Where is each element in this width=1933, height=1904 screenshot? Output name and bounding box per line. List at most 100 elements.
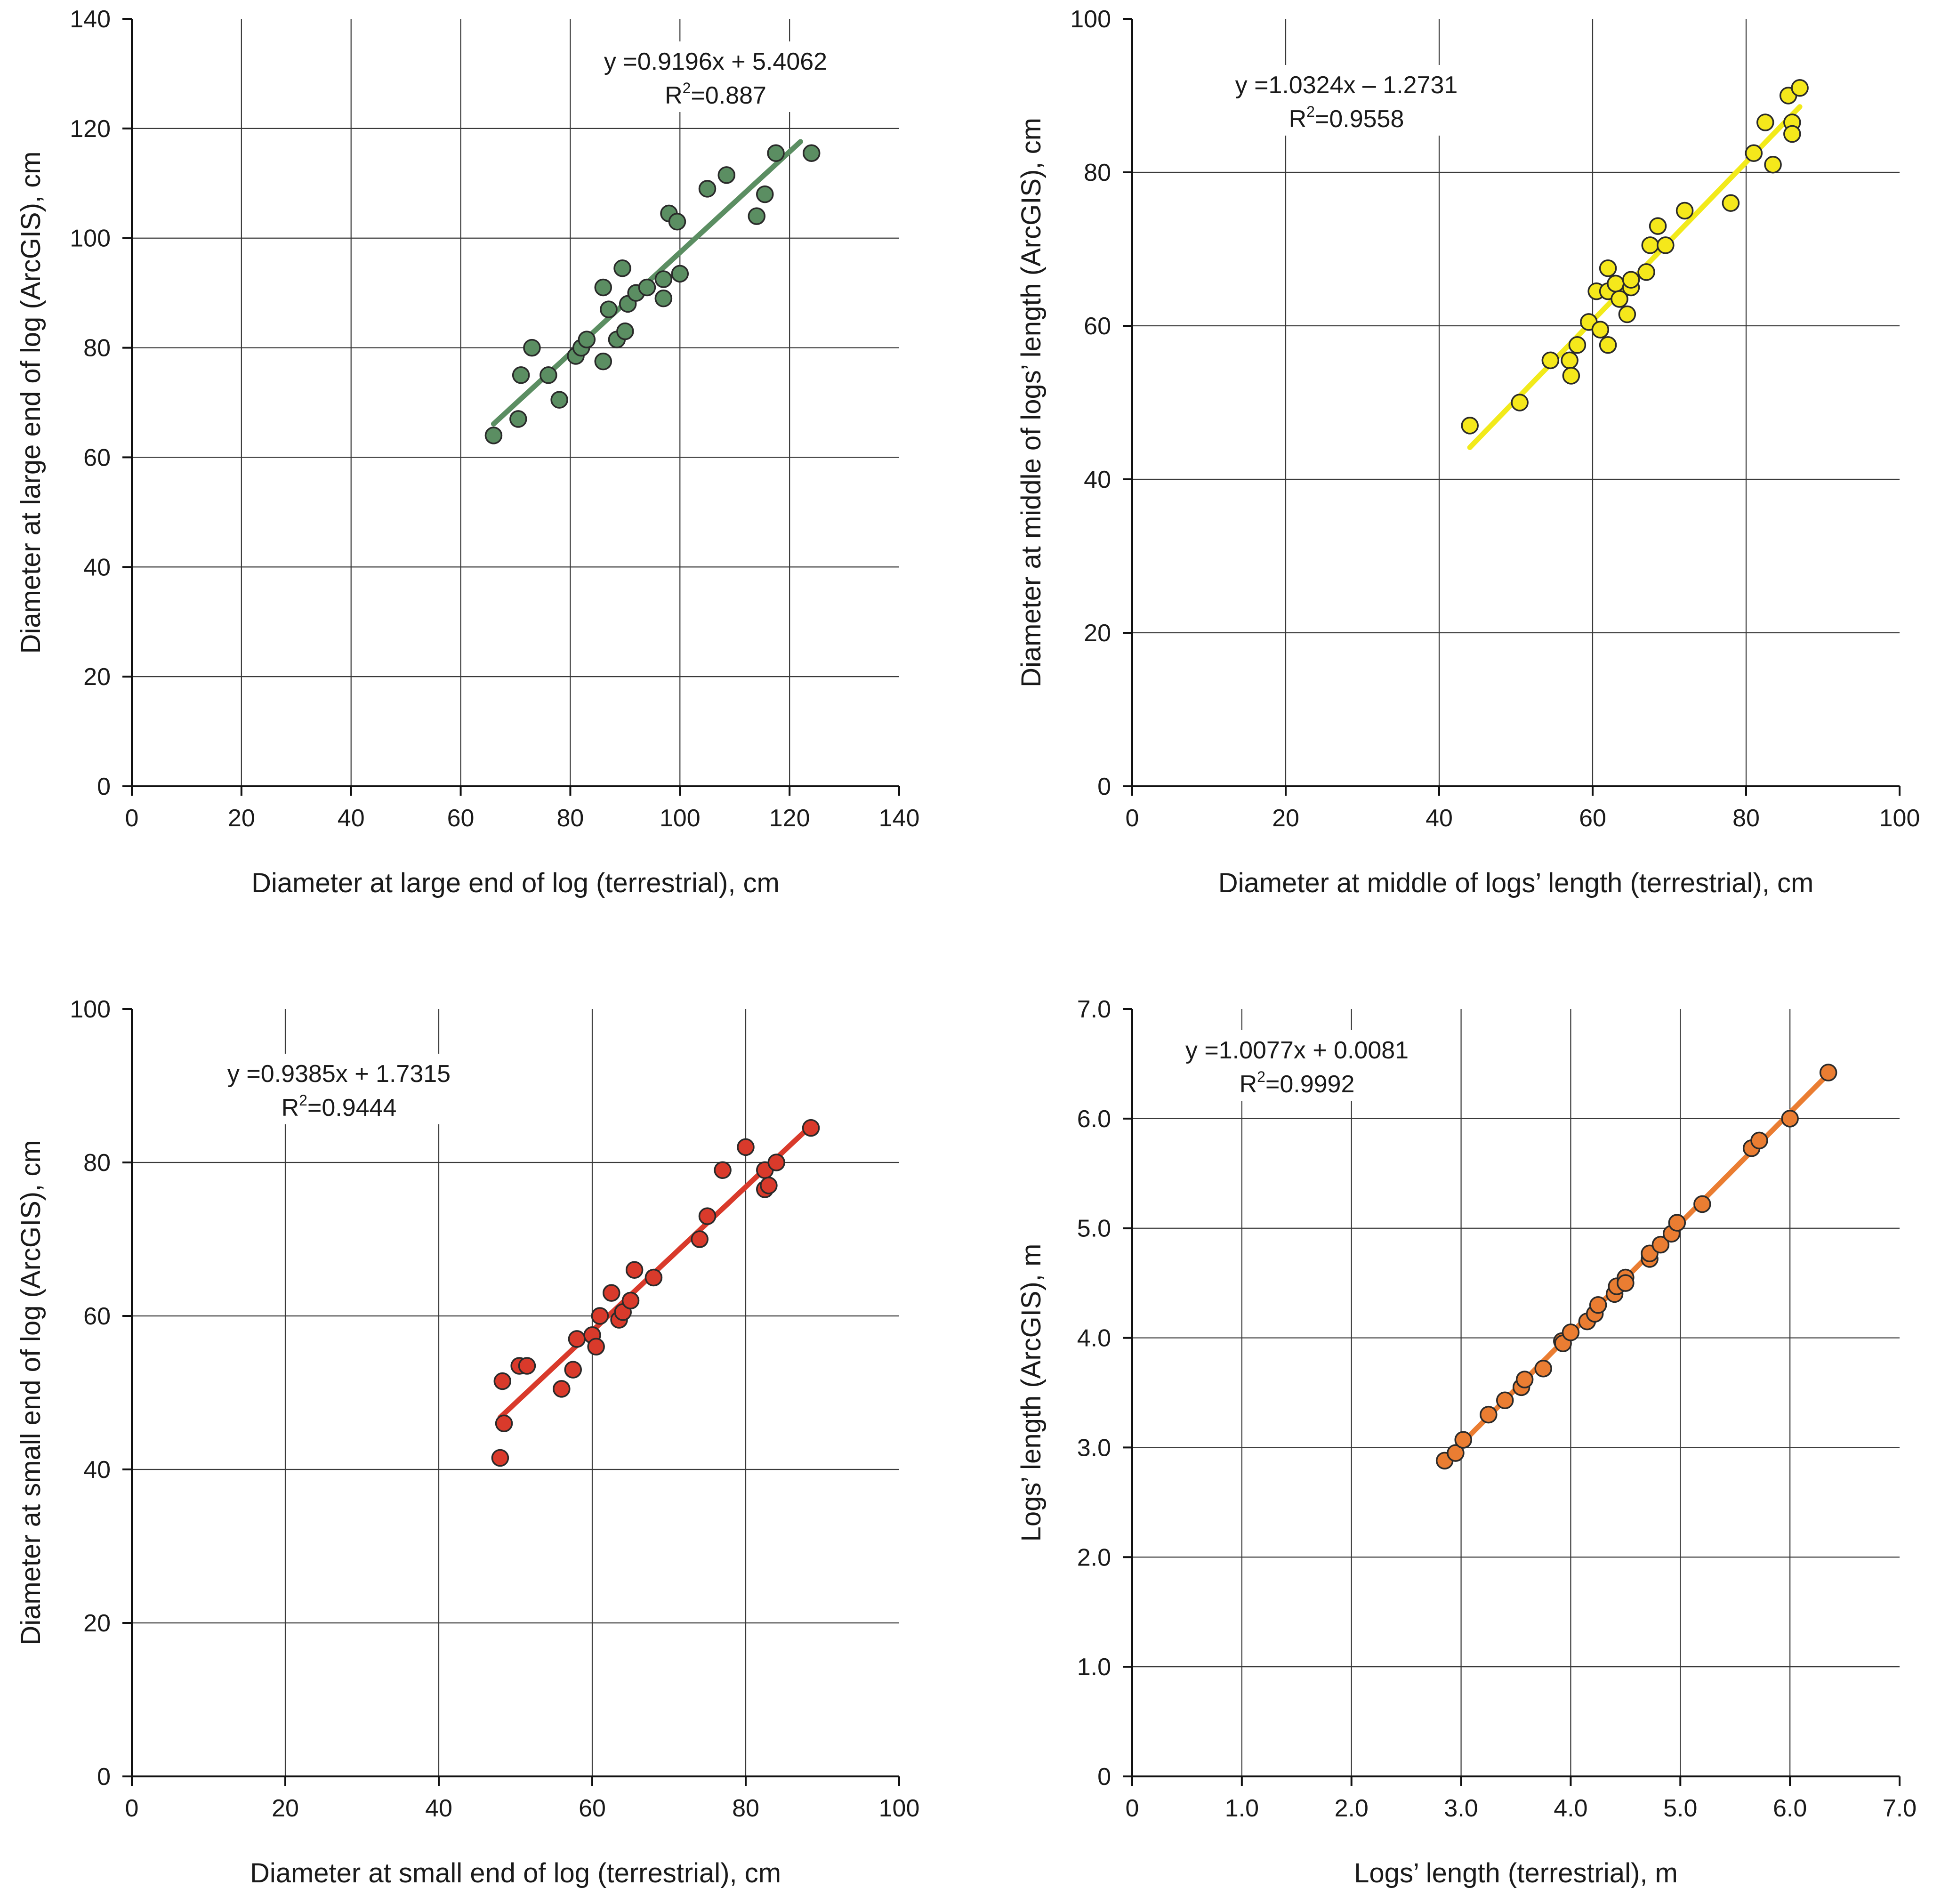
y-tick-label: 40 bbox=[83, 1456, 111, 1484]
y-tick-label: 20 bbox=[1084, 620, 1111, 647]
data-point bbox=[748, 207, 766, 225]
y-tick-label: 0 bbox=[1097, 773, 1111, 800]
y-tick-label: 1.0 bbox=[1077, 1654, 1111, 1681]
data-point bbox=[1568, 336, 1587, 354]
x-tick-label: 140 bbox=[879, 805, 920, 832]
data-point bbox=[654, 290, 673, 307]
x-axis-label: Diameter at small end of log (terrestria… bbox=[250, 1858, 781, 1888]
data-point bbox=[1675, 202, 1694, 220]
r-squared-exponent: 2 bbox=[1306, 103, 1315, 120]
data-point bbox=[1693, 1195, 1711, 1213]
y-tick-label: 100 bbox=[1070, 6, 1111, 33]
data-point bbox=[698, 1207, 717, 1225]
x-tick-label: 0 bbox=[1126, 805, 1139, 832]
data-point bbox=[616, 322, 634, 340]
data-point bbox=[587, 1338, 605, 1355]
y-tick-label: 3.0 bbox=[1077, 1434, 1111, 1461]
y-axis-label: Diameter at large end of log (ArcGIS), c… bbox=[16, 152, 46, 654]
data-point bbox=[717, 166, 735, 184]
data-point bbox=[591, 1307, 609, 1325]
data-point bbox=[523, 339, 541, 357]
data-point bbox=[603, 1284, 620, 1302]
x-tick-label: 0 bbox=[125, 805, 139, 832]
data-point bbox=[671, 265, 689, 283]
y-tick-label: 20 bbox=[83, 663, 111, 691]
x-tick-label: 1.0 bbox=[1225, 1795, 1259, 1822]
data-point bbox=[564, 1361, 582, 1379]
data-point bbox=[1722, 194, 1740, 212]
y-tick-label: 20 bbox=[83, 1610, 111, 1637]
panel-small-end: 0 20 40 60 80 100 0 20 40 60 80 100 Diameter at smal… bbox=[16, 996, 919, 1888]
data-point bbox=[518, 1357, 536, 1375]
data-point bbox=[1454, 1431, 1472, 1449]
data-point bbox=[1622, 271, 1640, 289]
y-tick-label: 60 bbox=[83, 1303, 111, 1330]
data-point bbox=[568, 1330, 586, 1348]
data-point bbox=[1791, 79, 1809, 97]
data-point bbox=[1781, 1110, 1799, 1128]
r-squared: R2=0.9558 bbox=[1289, 103, 1404, 133]
data-point bbox=[495, 1414, 513, 1432]
y-tick-label: 5.0 bbox=[1077, 1215, 1111, 1242]
x-tick-label: 20 bbox=[228, 805, 255, 832]
r-squared-value: =0.9558 bbox=[1315, 105, 1404, 133]
regression-equation: y =1.0324x – 1.2731 bbox=[1235, 72, 1458, 99]
data-point bbox=[698, 180, 717, 198]
data-point bbox=[550, 391, 568, 409]
x-tick-label: 100 bbox=[879, 1795, 920, 1822]
r-squared: R2=0.887 bbox=[665, 80, 766, 109]
y-tick-label: 60 bbox=[1084, 313, 1111, 340]
data-point bbox=[668, 213, 686, 231]
data-point bbox=[1764, 155, 1782, 174]
x-tick-label: 100 bbox=[1879, 805, 1920, 832]
data-point bbox=[540, 366, 557, 384]
data-point bbox=[1617, 1274, 1635, 1292]
regression-equation: y =0.9196x + 5.4062 bbox=[604, 48, 827, 75]
data-point bbox=[594, 278, 612, 297]
data-point bbox=[756, 185, 774, 203]
data-point bbox=[1819, 1064, 1837, 1081]
data-point bbox=[1618, 305, 1636, 323]
data-point bbox=[1480, 1405, 1498, 1424]
data-point bbox=[1649, 217, 1667, 235]
data-point bbox=[1561, 351, 1579, 370]
r-squared-symbol: R bbox=[1240, 1071, 1257, 1098]
y-tick-label: 7.0 bbox=[1077, 996, 1111, 1023]
x-tick-label: 0 bbox=[125, 1795, 139, 1822]
r-squared-value: =0.9444 bbox=[307, 1094, 396, 1121]
panel-middle: 0 20 40 60 80 100 0 20 40 60 80 100 Diameter at midd… bbox=[1016, 6, 1920, 898]
regression-equation: y =1.0077x + 0.0081 bbox=[1185, 1037, 1409, 1064]
y-tick-label: 80 bbox=[83, 335, 111, 362]
r-squared-exponent: 2 bbox=[683, 80, 691, 97]
r-squared-exponent: 2 bbox=[1257, 1068, 1265, 1085]
x-tick-label: 20 bbox=[272, 1795, 299, 1822]
y-tick-label: 80 bbox=[1084, 159, 1111, 186]
data-point bbox=[1562, 1323, 1580, 1341]
data-point bbox=[1783, 125, 1801, 143]
data-point bbox=[1562, 367, 1580, 385]
data-point bbox=[621, 1291, 640, 1310]
x-tick-label: 80 bbox=[732, 1795, 759, 1822]
data-point bbox=[802, 1119, 820, 1137]
panel-length: 0 1.0 2.0 3.0 4.0 5.0 6.0 7.0 0 1.0 2.0 3.0 4.0 5.0 6.… bbox=[1016, 996, 1917, 1888]
x-tick-label: 0 bbox=[1126, 1795, 1139, 1822]
data-point bbox=[1589, 1296, 1607, 1314]
r-squared-symbol: R bbox=[282, 1094, 299, 1121]
x-tick-label: 40 bbox=[425, 1795, 452, 1822]
x-tick-label: 7.0 bbox=[1883, 1795, 1917, 1822]
data-point bbox=[644, 1268, 663, 1287]
y-tick-label: 60 bbox=[83, 444, 111, 471]
data-point bbox=[760, 1177, 778, 1194]
data-point bbox=[1657, 236, 1675, 254]
x-axis-label: Diameter at large end of log (terrestria… bbox=[251, 868, 780, 898]
y-axis-label: Diameter at middle of logs’ length (ArcG… bbox=[1016, 118, 1047, 687]
data-point bbox=[613, 259, 631, 277]
x-tick-label: 120 bbox=[769, 805, 810, 832]
data-point bbox=[1599, 259, 1617, 277]
x-tick-label: 80 bbox=[557, 805, 584, 832]
y-tick-label: 0 bbox=[97, 773, 111, 800]
y-tick-label: 6.0 bbox=[1077, 1105, 1111, 1133]
data-point bbox=[737, 1138, 755, 1156]
y-axis-label: Logs’ length (ArcGIS), m bbox=[1016, 1244, 1047, 1542]
data-point bbox=[484, 427, 503, 444]
